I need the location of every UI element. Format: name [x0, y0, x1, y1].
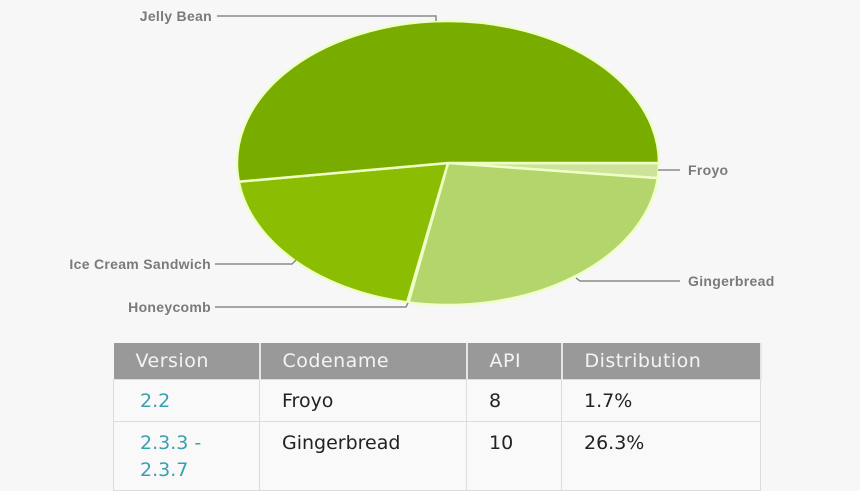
codename-cell: Gingerbread: [259, 421, 467, 491]
table-header-row: Version Codename API Distribution: [113, 343, 762, 380]
version-link[interactable]: 2.3.3 - 2.3.7: [113, 421, 260, 491]
header-codename: Codename: [259, 343, 468, 380]
label-jelly-bean: Jelly Bean: [140, 8, 212, 24]
version-line-1: 2.3.3 -: [140, 432, 202, 454]
pie-slices: [235, 19, 661, 307]
version-link[interactable]: 2.2: [113, 379, 260, 422]
header-api: API: [466, 343, 563, 380]
leader-gingerbread: [575, 277, 680, 282]
distribution-cell: 1.7%: [561, 379, 761, 422]
api-cell: 8: [466, 379, 562, 422]
header-distribution: Distribution: [561, 343, 762, 380]
api-cell: 10: [466, 421, 562, 491]
pie-chart: Jelly Bean Froyo Ice Cream Sandwich Hone…: [69, 8, 775, 315]
pie-slice-ice-cream-sandwich: [237, 161, 450, 304]
label-gingerbread: Gingerbread: [688, 273, 775, 289]
header-version: Version: [113, 343, 261, 380]
table-row: 2.2 Froyo 8 1.7%: [113, 379, 761, 422]
label-ice-cream-sandwich: Ice Cream Sandwich: [69, 256, 211, 272]
leader-jelly-bean: [217, 15, 437, 21]
table-row: 2.3.3 - 2.3.7 Gingerbread 10 26.3%: [113, 421, 761, 491]
version-line-2: 2.3.7: [140, 459, 189, 481]
codename-cell: Froyo: [259, 379, 467, 422]
label-froyo: Froyo: [688, 162, 728, 178]
label-honeycomb: Honeycomb: [128, 299, 211, 315]
pie-slice-gingerbread: [407, 161, 660, 307]
leader-ice-cream-sandwich: [215, 259, 297, 265]
leader-honeycomb: [215, 302, 409, 308]
distribution-cell: 26.3%: [561, 421, 761, 491]
pie-slice-jelly-bean: [235, 19, 661, 183]
distribution-table: Version Codename API Distribution 2.2 Fr…: [113, 343, 762, 491]
